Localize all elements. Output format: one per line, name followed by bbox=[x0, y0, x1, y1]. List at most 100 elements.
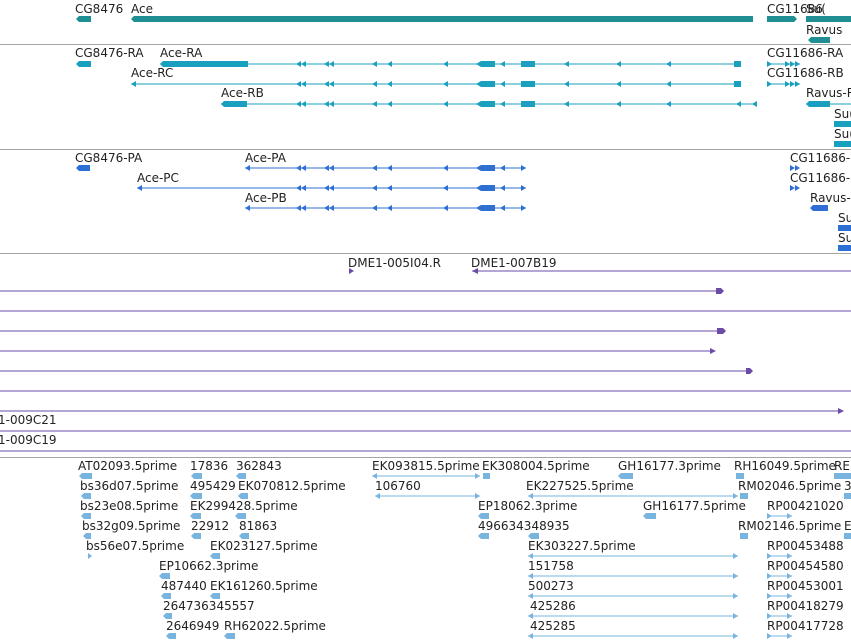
protein-feature[interactable]: CG11686- CG11686- bbox=[790, 151, 850, 191]
est-feature[interactable]: EK303227.5prime bbox=[528, 539, 738, 559]
est-feature[interactable]: RM02046.5prime bbox=[738, 479, 841, 499]
gene-feature[interactable]: Su( bbox=[806, 2, 851, 22]
est-label: 2646949 bbox=[166, 619, 219, 633]
protein-feature[interactable]: Ace-PA bbox=[245, 151, 526, 171]
est-glyph bbox=[767, 613, 792, 619]
clone-end bbox=[710, 348, 716, 354]
est-feature[interactable]: AT02093.5prime bbox=[78, 459, 177, 479]
est-feature[interactable]: 3 bbox=[844, 479, 851, 499]
est-feature[interactable]: EK070812.5prime bbox=[238, 479, 346, 499]
est-feature[interactable]: EK023127.5prime bbox=[210, 539, 318, 559]
est-label: RH16049.5prime bbox=[734, 459, 836, 473]
est-feature[interactable]: E bbox=[844, 519, 851, 539]
est-label: EK299428.5prime bbox=[190, 499, 298, 513]
est-feature[interactable]: 151758 bbox=[528, 559, 738, 579]
est-feature[interactable]: 264736345557 bbox=[163, 599, 255, 619]
est-feature[interactable]: bs36d07.5prime bbox=[80, 479, 178, 499]
est-feature[interactable]: RM02146.5prime bbox=[738, 519, 841, 539]
transcript-track: CG8476-RA Ace-RA bbox=[75, 46, 851, 147]
protein-label: CG11686- bbox=[790, 151, 850, 165]
transcript-label: Ace-RB bbox=[221, 86, 264, 100]
transcript-glyph bbox=[767, 61, 800, 67]
est-feature[interactable]: EP18062.3prime bbox=[478, 499, 577, 519]
clone-label: DME1-007B19 bbox=[471, 256, 557, 270]
protein-feature[interactable]: CG8476-PA bbox=[75, 151, 143, 171]
transcript-feature[interactable]: CG11686-RA bbox=[767, 46, 844, 67]
est-feature[interactable]: EK227525.5prime bbox=[526, 479, 738, 499]
transcript-feature[interactable]: Ace-RA bbox=[160, 46, 741, 67]
gene-feature[interactable]: CG8476 bbox=[75, 2, 123, 22]
est-feature[interactable]: 500273 bbox=[528, 579, 738, 599]
transcript-glyph bbox=[76, 61, 91, 67]
transcript-feature[interactable]: Ace-RC bbox=[131, 66, 741, 87]
clone-feature[interactable]: DME1-007B19 bbox=[471, 256, 851, 274]
transcript-label-fragment: Su( bbox=[834, 127, 851, 141]
est-feature[interactable]: 17836 bbox=[190, 459, 228, 479]
gene-feature[interactable]: Ravus bbox=[806, 23, 842, 43]
est-glyph bbox=[190, 513, 201, 519]
est-feature[interactable]: GH16177.5prime bbox=[643, 499, 746, 519]
gene-feature[interactable]: CG11686 bbox=[767, 2, 823, 22]
est-feature[interactable]: bs23e08.5prime bbox=[80, 499, 178, 519]
transcript-feature[interactable]: Su( Su( bbox=[834, 107, 851, 147]
est-feature[interactable]: RP00421020 bbox=[767, 499, 844, 519]
est-feature[interactable]: 425285 bbox=[528, 619, 738, 639]
est-glyph bbox=[528, 593, 738, 599]
protein-feature[interactable]: Ace-PB bbox=[245, 191, 526, 211]
protein-feature[interactable]: Ace-PC bbox=[137, 171, 526, 191]
est-feature[interactable]: 81863 bbox=[239, 519, 277, 539]
est-glyph bbox=[235, 513, 246, 519]
est-feature[interactable]: RP00453488 bbox=[767, 539, 844, 559]
protein-feature[interactable]: Su Su bbox=[838, 211, 851, 251]
est-glyph bbox=[767, 573, 792, 579]
est-glyph bbox=[239, 533, 249, 539]
est-label: RP00454580 bbox=[767, 559, 844, 573]
protein-label: Ace-PA bbox=[245, 151, 287, 165]
est-feature[interactable]: 106760 bbox=[375, 479, 480, 499]
clone-feature[interactable] bbox=[0, 368, 753, 374]
transcript-feature[interactable]: CG11686-RB bbox=[767, 66, 844, 87]
est-feature[interactable]: EK308004.5prime bbox=[482, 459, 590, 479]
protein-feature[interactable]: Ravus- bbox=[810, 191, 851, 211]
est-label: EP18062.3prime bbox=[478, 499, 577, 513]
clone-feature[interactable]: 1-009C21 bbox=[0, 413, 851, 432]
est-feature[interactable]: 495429 bbox=[190, 479, 236, 499]
clone-feature[interactable] bbox=[0, 348, 716, 354]
transcript-feature[interactable]: Ravus-R bbox=[806, 86, 851, 107]
est-feature[interactable]: 22912 bbox=[191, 519, 229, 539]
clone-feature[interactable] bbox=[0, 328, 726, 334]
est-feature[interactable]: RH16049.5prime bbox=[734, 459, 836, 479]
est-feature[interactable]: EK093815.5prime bbox=[372, 459, 480, 479]
gene-feature[interactable]: Ace bbox=[131, 2, 753, 22]
est-feature[interactable]: EP10662.3prime bbox=[159, 559, 258, 579]
transcript-feature[interactable]: CG8476-RA bbox=[75, 46, 144, 67]
est-feature[interactable]: RP00453001 bbox=[767, 579, 844, 599]
est-glyph bbox=[372, 473, 480, 479]
est-feature[interactable]: RE bbox=[834, 459, 851, 479]
est-feature[interactable]: RP00418279 bbox=[767, 599, 844, 619]
est-label: RH62022.5prime bbox=[224, 619, 326, 633]
est-feature[interactable]: EK299428.5prime bbox=[190, 499, 298, 519]
est-feature[interactable]: 487440 bbox=[161, 579, 207, 599]
transcript-feature[interactable]: Ace-RB bbox=[221, 86, 757, 107]
est-feature[interactable]: bs56e07.5prime bbox=[86, 539, 184, 559]
est-feature[interactable]: GH16177.3prime bbox=[618, 459, 721, 479]
est-feature[interactable]: 496634348935 bbox=[478, 519, 570, 539]
est-feature[interactable]: RP00417728 bbox=[767, 619, 844, 639]
clone-feature[interactable] bbox=[0, 408, 844, 414]
est-feature[interactable]: bs32g09.5prime bbox=[82, 519, 180, 539]
est-feature[interactable]: 2646949 bbox=[166, 619, 219, 639]
est-glyph bbox=[83, 533, 91, 539]
clone-feature[interactable]: 1-009C19 bbox=[0, 433, 851, 452]
est-feature[interactable]: RH62022.5prime bbox=[224, 619, 326, 639]
gene-label: Ravus bbox=[806, 23, 842, 37]
est-feature[interactable]: RP00454580 bbox=[767, 559, 844, 579]
clone-feature[interactable] bbox=[0, 288, 724, 294]
est-glyph bbox=[643, 513, 656, 519]
clone-feature[interactable]: DME1-005I04.R bbox=[348, 256, 441, 274]
est-label: EK093815.5prime bbox=[372, 459, 480, 473]
est-feature[interactable]: 362843 bbox=[236, 459, 282, 479]
clone-end bbox=[746, 368, 753, 374]
est-feature[interactable]: EK161260.5prime bbox=[210, 579, 318, 599]
est-feature[interactable]: 425286 bbox=[528, 599, 738, 619]
